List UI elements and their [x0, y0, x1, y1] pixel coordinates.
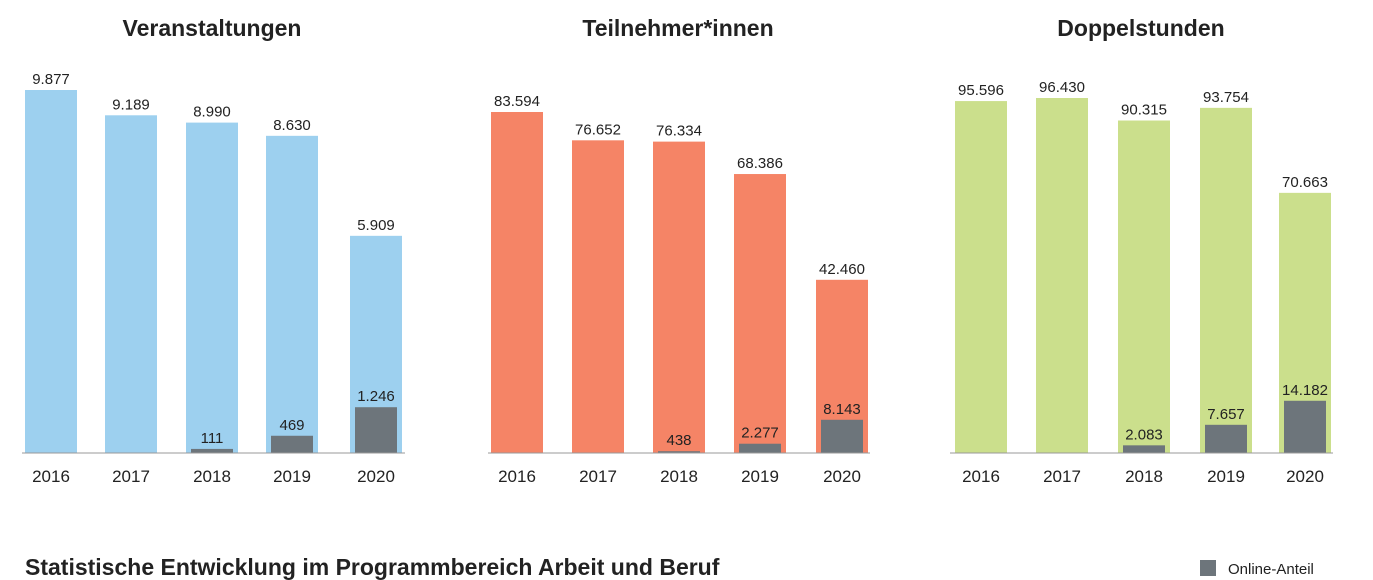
- data-label: 111: [201, 430, 224, 447]
- bar: [491, 112, 543, 453]
- bar: [1200, 107, 1252, 453]
- x-tick-label: 2020: [823, 467, 861, 486]
- x-tick-label: 2016: [32, 467, 70, 486]
- online-bar: [1284, 400, 1326, 453]
- legend-swatch: [1200, 560, 1216, 576]
- online-bar: [355, 407, 397, 453]
- data-label: 469: [279, 417, 304, 434]
- data-label: 42.460: [819, 261, 865, 278]
- x-tick-label: 2017: [1043, 467, 1081, 486]
- bar: [1118, 120, 1170, 453]
- chart-title: Veranstaltungen: [123, 15, 302, 41]
- online-bar: [1123, 445, 1165, 453]
- bar: [734, 174, 786, 453]
- data-label: 2.083: [1125, 426, 1163, 443]
- data-label: 9.189: [112, 96, 150, 113]
- online-bar: [739, 443, 781, 453]
- page-title: Statistische Entwicklung im Programmbere…: [25, 554, 720, 580]
- data-label: 2.277: [741, 425, 779, 442]
- bar: [25, 90, 77, 453]
- x-tick-label: 2017: [579, 467, 617, 486]
- online-bar: [1205, 424, 1247, 453]
- x-tick-label: 2020: [1286, 467, 1324, 486]
- x-tick-label: 2019: [273, 467, 311, 486]
- data-label: 14.182: [1282, 382, 1328, 399]
- x-tick-label: 2017: [112, 467, 150, 486]
- data-label: 8.990: [193, 104, 231, 121]
- online-bar: [658, 451, 700, 453]
- bar: [1036, 98, 1088, 453]
- bar: [572, 140, 624, 453]
- chart-title: Teilnehmer*innen: [582, 15, 773, 41]
- data-label: 1.246: [357, 388, 395, 405]
- x-tick-label: 2020: [357, 467, 395, 486]
- chart-title: Doppelstunden: [1057, 15, 1224, 41]
- data-label: 83.594: [494, 93, 540, 110]
- bar: [653, 141, 705, 453]
- data-label: 5.909: [357, 217, 395, 234]
- data-label: 438: [666, 432, 691, 449]
- bar: [105, 115, 157, 454]
- data-label: 90.315: [1121, 102, 1167, 119]
- x-tick-label: 2018: [1125, 467, 1163, 486]
- data-label: 68.386: [737, 155, 783, 172]
- data-label: 95.596: [958, 82, 1004, 99]
- online-bar: [271, 435, 313, 453]
- x-tick-label: 2019: [1207, 467, 1245, 486]
- data-label: 9.877: [32, 71, 70, 88]
- x-tick-label: 2018: [193, 467, 231, 486]
- x-tick-label: 2018: [660, 467, 698, 486]
- legend-label: Online-Anteil: [1228, 561, 1314, 578]
- bar: [955, 101, 1007, 453]
- data-label: 70.663: [1282, 174, 1328, 191]
- x-tick-label: 2019: [741, 467, 779, 486]
- online-bar: [821, 419, 863, 453]
- online-bar: [191, 448, 233, 453]
- x-tick-label: 2016: [498, 467, 536, 486]
- bar: [186, 122, 238, 454]
- x-tick-label: 2016: [962, 467, 1000, 486]
- data-label: 96.430: [1039, 79, 1085, 96]
- bar: [266, 135, 318, 453]
- data-label: 7.657: [1207, 406, 1245, 423]
- data-label: 8.143: [823, 401, 861, 418]
- data-label: 93.754: [1203, 89, 1249, 106]
- data-label: 76.334: [656, 123, 702, 140]
- data-label: 76.652: [575, 121, 621, 138]
- data-label: 8.630: [273, 117, 311, 134]
